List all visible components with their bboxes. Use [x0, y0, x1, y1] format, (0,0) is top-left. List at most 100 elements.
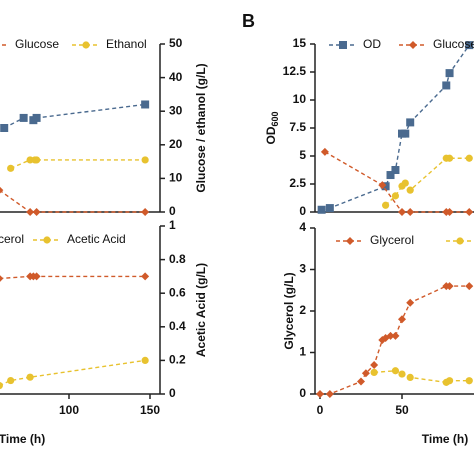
- plot-area: [316, 282, 474, 398]
- marker: [325, 204, 334, 213]
- marker: [406, 298, 415, 307]
- y-tick-label: 50: [169, 36, 183, 50]
- y-tick-label: 12.5: [283, 64, 307, 78]
- marker: [0, 382, 3, 390]
- marker: [406, 373, 414, 381]
- marker: [465, 41, 474, 50]
- y-tick-label: 0: [169, 386, 176, 400]
- marker: [442, 81, 451, 90]
- legend-marker: [82, 41, 90, 49]
- marker: [26, 373, 34, 381]
- marker: [382, 201, 390, 209]
- marker: [465, 282, 474, 291]
- marker: [445, 208, 454, 216]
- y-axis-label-text: Glucose / ethanol (g/L): [194, 63, 208, 192]
- marker: [357, 377, 365, 386]
- marker: [445, 154, 454, 162]
- y-axis-label: OD600: [264, 111, 280, 144]
- marker: [7, 376, 15, 385]
- y-axis-label: Glycerol (g/L): [282, 272, 296, 349]
- marker: [391, 192, 400, 200]
- marker: [0, 124, 9, 132]
- marker: [141, 208, 150, 216]
- legend-marker: [43, 236, 51, 244]
- y-axis-label-text: Glycerol (g/L): [282, 272, 296, 349]
- legend-marker: [346, 237, 354, 245]
- legend-marker: [339, 41, 347, 49]
- y-tick-label: 30: [169, 103, 183, 117]
- marker: [391, 367, 400, 375]
- marker: [378, 181, 387, 190]
- marker: [445, 377, 454, 385]
- legend-label: Acetic Acid: [67, 232, 126, 246]
- marker: [141, 100, 150, 109]
- marker: [0, 275, 4, 282]
- legend-label: Glycerol: [0, 232, 24, 246]
- y-tick-label: 20: [169, 137, 183, 151]
- marker: [391, 331, 400, 340]
- y-axis-label-sub: 600: [270, 111, 280, 126]
- y-tick-label: 1: [169, 218, 176, 232]
- plot-area: [317, 41, 474, 216]
- marker: [26, 208, 35, 216]
- marker: [401, 129, 410, 138]
- y-tick-label: 2.5: [289, 176, 306, 190]
- y-tick-label: 0.8: [169, 252, 186, 266]
- legend-marker: [456, 237, 464, 245]
- marker: [320, 147, 329, 156]
- marker: [465, 154, 473, 162]
- marker: [7, 164, 15, 172]
- marker: [406, 208, 415, 216]
- y-tick-label: 0.4: [169, 319, 186, 333]
- y-tick-label: 0.6: [169, 285, 186, 299]
- series-line: [374, 370, 470, 384]
- x-tick-label: 0: [317, 403, 324, 417]
- legend-label: OD: [363, 37, 381, 51]
- y-axis-label-text: OD: [264, 126, 278, 144]
- legend-label: Glucose: [433, 37, 474, 51]
- y-tick-label: 5: [299, 148, 306, 162]
- marker: [398, 208, 406, 216]
- marker: [325, 390, 334, 398]
- marker: [32, 272, 41, 281]
- marker: [381, 182, 390, 191]
- marker: [398, 370, 406, 378]
- marker: [401, 179, 409, 187]
- y-axis-label: Glucose / ethanol (g/L): [194, 63, 208, 192]
- marker: [465, 377, 473, 385]
- marker: [361, 369, 370, 378]
- series-line: [0, 359, 146, 387]
- panel-label: B: [242, 11, 255, 31]
- marker: [19, 113, 28, 122]
- marker: [386, 171, 395, 180]
- y-tick-label: 40: [169, 70, 183, 84]
- marker: [445, 282, 454, 291]
- marker: [317, 205, 326, 214]
- marker: [316, 390, 324, 398]
- marker: [370, 360, 379, 369]
- marker: [141, 156, 149, 164]
- y-axis-label-text: Acetic Acid (g/L): [194, 263, 208, 357]
- marker: [141, 272, 150, 281]
- marker: [406, 118, 415, 127]
- y-tick-label: 2: [299, 303, 306, 317]
- marker: [32, 113, 41, 122]
- legend-label: Ethanol: [106, 37, 147, 51]
- y-axis-label: Acetic Acid (g/L): [194, 263, 208, 357]
- plot-area: [0, 100, 150, 216]
- series-line: [10, 159, 146, 169]
- y-tick-label: 0: [299, 204, 306, 218]
- plot-area: [0, 272, 150, 390]
- y-tick-label: 1: [299, 345, 306, 359]
- y-tick-label: 4: [299, 220, 306, 234]
- marker: [398, 315, 406, 324]
- y-tick-label: 0.2: [169, 353, 186, 367]
- marker: [406, 186, 414, 194]
- legend-label: Glucose: [15, 37, 59, 51]
- y-tick-label: 0: [299, 386, 306, 400]
- y-tick-label: 0: [169, 204, 176, 218]
- y-tick-label: 3: [299, 262, 306, 276]
- x-tick-label: 50: [395, 403, 409, 417]
- series-line: [0, 275, 146, 280]
